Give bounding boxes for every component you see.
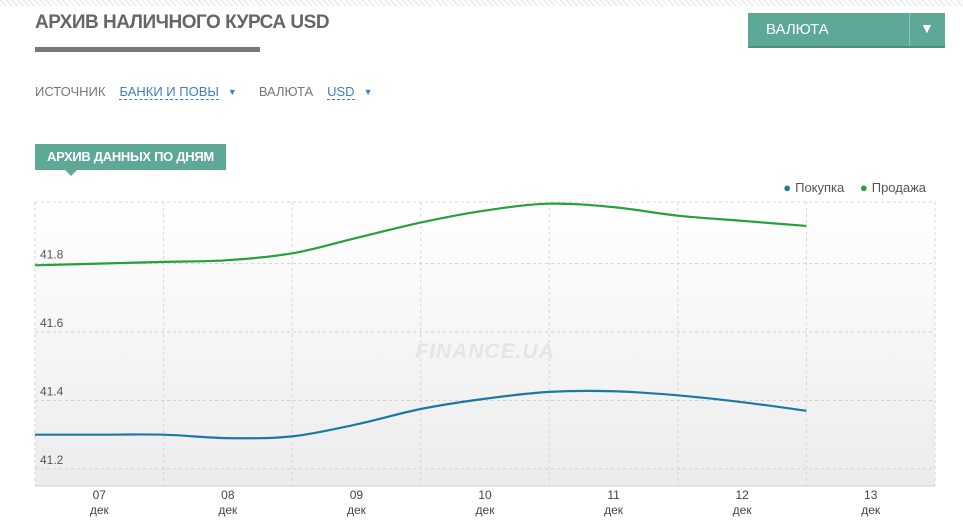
x-tick-day: 11 <box>607 488 620 502</box>
y-tick-label: 41.2 <box>40 453 64 467</box>
page-title: АРХИВ НАЛИЧНОГО КУРСА USD <box>35 12 330 33</box>
dropdown-separator <box>909 13 910 46</box>
y-tick-label: 41.8 <box>40 248 64 262</box>
legend-label-buy: Покупка <box>795 180 845 195</box>
x-tick-day: 10 <box>478 488 492 502</box>
x-tick-month: дек <box>347 503 367 517</box>
chevron-down-icon: ▼ <box>920 20 934 36</box>
currency-dropdown-button[interactable]: ВАЛЮТА ▼ <box>748 13 945 46</box>
section-tab-label: АРХИВ ДАННЫХ ПО ДНЯМ <box>47 149 214 164</box>
x-tick-day: 13 <box>864 488 878 502</box>
watermark-text: FINANCE.UA <box>415 340 555 363</box>
section-tab-daily-archive[interactable]: АРХИВ ДАННЫХ ПО ДНЯМ <box>35 144 226 176</box>
x-tick-month: дек <box>218 503 238 517</box>
y-tick-label: 41.4 <box>40 384 64 398</box>
source-label: ИСТОЧНИК <box>35 84 106 99</box>
source-chevron-down-icon[interactable]: ▼ <box>227 87 237 97</box>
title-underline <box>35 47 260 52</box>
x-tick-day: 07 <box>93 488 107 502</box>
currency-label: ВАЛЮТА <box>258 84 314 99</box>
x-tick-month: дек <box>861 503 881 517</box>
x-tick-day: 08 <box>221 488 235 502</box>
x-tick-day: 09 <box>350 488 364 502</box>
x-tick-month: дек <box>604 503 624 517</box>
source-select[interactable]: БАНКИ И ПОВЫ <box>119 84 219 100</box>
legend-dot-sell: ● <box>859 180 868 195</box>
x-tick-day: 12 <box>735 488 749 502</box>
legend-label-sell: Продажа <box>871 180 926 195</box>
x-tick-month: дек <box>476 503 496 517</box>
currency-chevron-down-icon[interactable]: ▼ <box>363 87 373 97</box>
chart-legend: ● Покупка ● Продажа <box>771 180 926 195</box>
legend-dot-buy: ● <box>783 180 792 195</box>
legend-item-buy[interactable]: ● Покупка <box>783 180 844 195</box>
filters-bar: ИСТОЧНИК БАНКИ И ПОВЫ ▼ ВАЛЮТА USD ▼ <box>35 84 395 100</box>
series-line-sell[interactable] <box>34 202 807 267</box>
x-tick-month: дек <box>733 503 753 517</box>
currency-dropdown-label: ВАЛЮТА <box>766 21 829 38</box>
top-decor-pattern <box>0 0 963 6</box>
currency-select[interactable]: USD <box>327 84 355 100</box>
y-tick-label: 41.6 <box>40 316 64 330</box>
plot-background <box>35 202 935 486</box>
x-tick-month: дек <box>90 503 110 517</box>
tab-pointer <box>65 170 77 176</box>
legend-item-sell[interactable]: ● Продажа <box>860 180 926 195</box>
series-line-buy[interactable] <box>35 389 807 440</box>
